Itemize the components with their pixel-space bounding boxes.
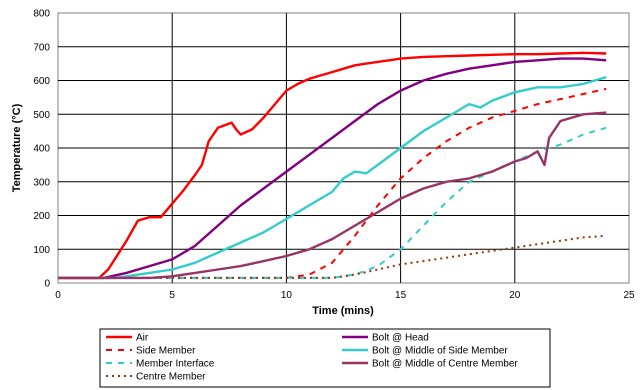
series-line xyxy=(58,51,607,280)
x-tick-label: 0 xyxy=(55,290,61,301)
legend-label: Centre Member xyxy=(136,372,206,383)
y-tick-label: 500 xyxy=(33,110,50,121)
y-tick-label: 300 xyxy=(33,177,50,188)
y-tick-label: 200 xyxy=(33,211,50,222)
x-tick-label: 15 xyxy=(395,290,407,301)
legend-label: Member Interface xyxy=(136,359,215,370)
y-tick-label: 600 xyxy=(33,76,50,87)
legend: Air Side Member Member Interface Centre Mem… xyxy=(106,333,518,383)
y-tick-labels: 0 100 200 300 400 500 600 700 800 xyxy=(33,9,50,290)
y-tick-label: 400 xyxy=(33,144,50,155)
legend-box xyxy=(99,328,551,388)
series-line xyxy=(58,75,607,280)
legend-label: Bolt @ Middle of Centre Member xyxy=(372,359,518,370)
y-axis-title: Temperature (°C) xyxy=(11,103,23,192)
series-lines xyxy=(58,51,607,280)
x-tick-label: 20 xyxy=(509,290,521,301)
legend-label: Air xyxy=(136,333,149,344)
y-tick-label: 100 xyxy=(33,245,50,256)
series-line xyxy=(58,111,607,280)
x-tick-label: 25 xyxy=(623,290,635,301)
x-tick-labels: 0 5 10 15 20 25 xyxy=(55,290,635,301)
x-tick-label: 5 xyxy=(169,290,175,301)
y-tick-label: 700 xyxy=(33,42,50,53)
series-line xyxy=(58,87,607,279)
series-line xyxy=(58,57,607,280)
legend-label: Bolt @ Head xyxy=(372,333,429,344)
y-tick-label: 0 xyxy=(44,279,50,290)
legend-label: Bolt @ Middle of Side Member xyxy=(372,346,508,357)
y-tick-label: 800 xyxy=(33,9,50,20)
legend-label: Side Member xyxy=(136,346,196,357)
x-axis-title: Time (mins) xyxy=(312,305,374,317)
series-line xyxy=(58,234,607,279)
x-tick-label: 10 xyxy=(281,290,293,301)
